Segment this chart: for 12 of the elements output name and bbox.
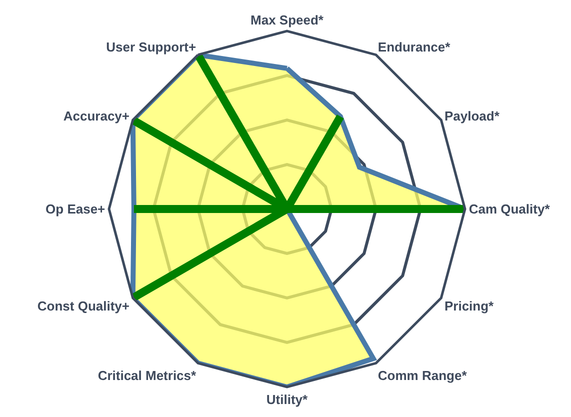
spoke-label: Utility* bbox=[266, 392, 309, 407]
spoke-label: Comm Range* bbox=[378, 368, 468, 384]
spoke-label: Max Speed* bbox=[250, 12, 324, 28]
spoke-label: Accuracy+ bbox=[63, 108, 130, 124]
spoke-label: Critical Metrics* bbox=[98, 368, 198, 384]
spoke-label: User Support+ bbox=[106, 40, 196, 55]
spoke-label: Cam Quality* bbox=[468, 202, 551, 217]
spoke-label: Const Quality+ bbox=[37, 298, 130, 314]
spoke-label: Pricing* bbox=[444, 298, 495, 314]
spoke-label: Endurance* bbox=[378, 40, 452, 55]
spoke-label: Payload* bbox=[444, 108, 500, 124]
spoke-label: Op Ease+ bbox=[46, 202, 106, 217]
